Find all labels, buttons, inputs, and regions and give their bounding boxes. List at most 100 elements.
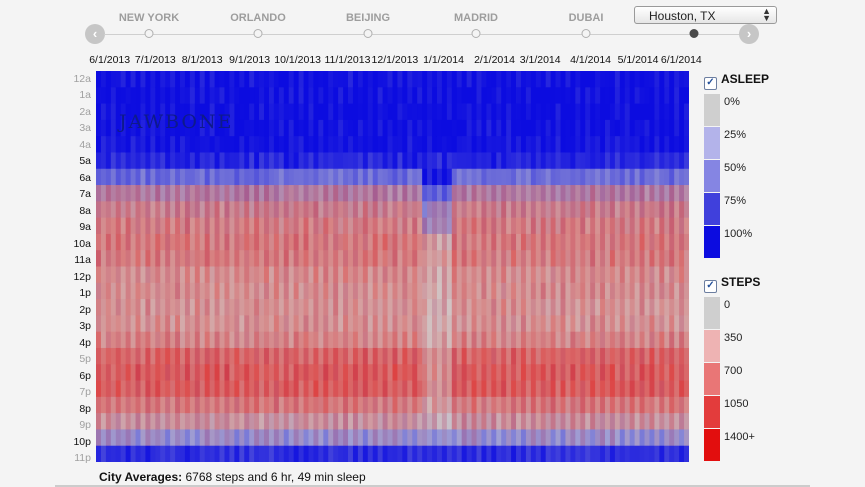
heatmap-cell bbox=[249, 103, 255, 121]
heatmap-cell bbox=[550, 396, 556, 414]
city-stop-4[interactable] bbox=[471, 29, 481, 38]
heatmap-cell bbox=[659, 185, 665, 202]
heatmap-cell bbox=[214, 347, 220, 365]
legend-toggle-1[interactable]: ✓ STEPS bbox=[704, 275, 760, 293]
heatmap-cell bbox=[209, 396, 215, 414]
heatmap-cell bbox=[436, 445, 443, 462]
heatmap-cell bbox=[387, 250, 393, 267]
heatmap-cell bbox=[511, 201, 517, 219]
heatmap-cell bbox=[323, 71, 329, 88]
heatmap-cell bbox=[555, 445, 561, 462]
heatmap-cell bbox=[357, 119, 364, 137]
heatmap-cell bbox=[244, 347, 250, 365]
heatmap-cell bbox=[535, 185, 542, 202]
heatmap-cell bbox=[283, 445, 290, 462]
heatmap-cell bbox=[491, 266, 497, 284]
heatmap-cell bbox=[486, 429, 492, 447]
heatmap-cell bbox=[659, 71, 665, 88]
heatmap-cell bbox=[323, 185, 329, 202]
heatmap-cell bbox=[530, 266, 537, 284]
checkbox-icon[interactable]: ✓ bbox=[704, 280, 717, 293]
legend-title-label: STEPS bbox=[721, 275, 761, 289]
heatmap-cell bbox=[100, 71, 107, 88]
heatmap-cell bbox=[229, 217, 235, 235]
heatmap-cell bbox=[155, 119, 161, 137]
heatmap-cell bbox=[422, 331, 428, 349]
heatmap-cell bbox=[254, 152, 260, 170]
heatmap-cell bbox=[318, 266, 324, 284]
heatmap-cell bbox=[382, 315, 388, 333]
heatmap-cell bbox=[140, 315, 146, 333]
heatmap-cell bbox=[145, 119, 151, 137]
heatmap-cell bbox=[165, 250, 171, 267]
heatmap-cell bbox=[372, 119, 379, 137]
checkbox-icon[interactable]: ✓ bbox=[704, 77, 717, 90]
heatmap-cell bbox=[352, 413, 359, 430]
heatmap-cell bbox=[575, 315, 581, 333]
heatmap-cell bbox=[165, 119, 171, 137]
city-dubai[interactable]: DUBAI bbox=[568, 12, 604, 24]
heatmap-cell bbox=[570, 103, 576, 121]
legend-swatch bbox=[704, 396, 720, 428]
heatmap-cell bbox=[115, 347, 122, 365]
date-tick-label: 11/1/2013 bbox=[324, 54, 371, 66]
heatmap-cell bbox=[264, 168, 270, 186]
heatmap-cell bbox=[540, 413, 547, 430]
heatmap-cell bbox=[348, 152, 354, 170]
heatmap-cell bbox=[249, 396, 255, 414]
heatmap-cell bbox=[604, 299, 611, 316]
date-tick-label: 3/1/2014 bbox=[519, 54, 561, 66]
heatmap-cell bbox=[461, 250, 468, 267]
legend-toggle-0[interactable]: ✓ ASLEEP bbox=[704, 72, 769, 90]
city-select-dropdown[interactable]: Houston, TX ▲ ▼ bbox=[634, 6, 777, 24]
city-madrid[interactable]: MADRID bbox=[454, 12, 498, 24]
heatmap-cell bbox=[293, 396, 300, 414]
heatmap-cell bbox=[427, 380, 433, 398]
heatmap-cell bbox=[412, 233, 418, 251]
heatmap-cell bbox=[476, 396, 482, 414]
heatmap-cell bbox=[461, 347, 468, 365]
city-stop-2[interactable] bbox=[253, 29, 263, 38]
heatmap-cell bbox=[110, 217, 117, 235]
city-stop-3[interactable] bbox=[363, 29, 373, 38]
city-stop-5[interactable] bbox=[581, 29, 591, 38]
city-stop-6[interactable] bbox=[689, 29, 699, 38]
heatmap-cell bbox=[520, 266, 527, 284]
heatmap-cell bbox=[234, 233, 240, 251]
heatmap-cell bbox=[110, 396, 117, 414]
heatmap-cell bbox=[150, 315, 156, 333]
heatmap-cell bbox=[461, 282, 468, 300]
heatmap-cell bbox=[234, 429, 240, 447]
previous-city-button[interactable]: ‹ bbox=[85, 24, 105, 44]
heatmap-cell bbox=[343, 282, 349, 300]
heatmap-cell bbox=[338, 445, 344, 462]
heatmap-cell bbox=[669, 185, 675, 202]
heatmap-cell bbox=[130, 315, 136, 333]
heatmap-cell bbox=[525, 168, 532, 186]
heatmap-cell bbox=[283, 266, 290, 284]
heatmap-cell bbox=[323, 315, 329, 333]
heatmap-cell bbox=[338, 71, 344, 88]
heatmap-cell bbox=[377, 119, 384, 137]
heatmap-cell bbox=[357, 396, 364, 414]
heatmap-cell bbox=[357, 185, 364, 202]
city-new-york[interactable]: NEW YORK bbox=[118, 12, 180, 24]
next-city-button[interactable]: › bbox=[739, 24, 759, 44]
heatmap-cell bbox=[674, 396, 680, 414]
heatmap-cell bbox=[209, 168, 215, 186]
heatmap-cell bbox=[609, 266, 616, 284]
heatmap-cell bbox=[585, 168, 591, 186]
heatmap-cell bbox=[486, 413, 492, 430]
city-orlando[interactable]: ORLANDO bbox=[230, 12, 286, 24]
heatmap-cell bbox=[377, 250, 384, 267]
heatmap-cell bbox=[570, 299, 576, 316]
heatmap-cell bbox=[115, 331, 122, 349]
city-beijing[interactable]: BEIJING bbox=[345, 12, 391, 24]
heatmap-cell bbox=[555, 266, 561, 284]
heatmap-cell bbox=[175, 396, 181, 414]
heatmap-cell bbox=[664, 168, 670, 186]
heatmap-cell bbox=[644, 282, 650, 300]
city-stop-1[interactable] bbox=[144, 29, 154, 38]
heatmap-cell bbox=[441, 152, 448, 170]
heatmap-cell bbox=[456, 233, 463, 251]
